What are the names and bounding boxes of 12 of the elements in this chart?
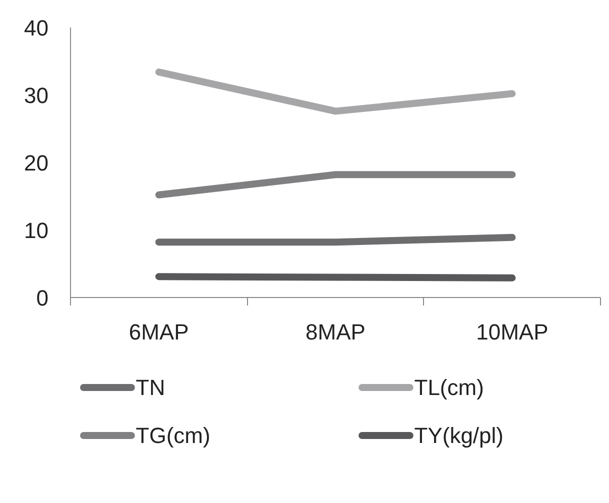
legend-label: TG(cm) bbox=[136, 423, 210, 448]
y-tick-label: 30 bbox=[24, 83, 49, 108]
y-tick-label: 20 bbox=[24, 150, 49, 176]
x-tick-label: 8MAP bbox=[306, 320, 366, 344]
x-tick-label: 6MAP bbox=[128, 320, 189, 344]
legend-label: TN bbox=[136, 375, 166, 400]
legend-label: TY(kg/pl) bbox=[414, 423, 504, 448]
y-tick-label: 0 bbox=[36, 286, 49, 310]
y-tick-label: 40 bbox=[24, 16, 49, 40]
legend-label: TL(cm) bbox=[414, 375, 484, 400]
x-tick-label: 10MAP bbox=[476, 320, 548, 344]
y-tick-label: 10 bbox=[24, 218, 49, 243]
